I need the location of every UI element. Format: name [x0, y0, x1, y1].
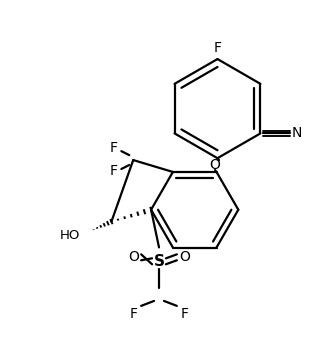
- Text: S: S: [154, 254, 164, 269]
- Text: O: O: [179, 250, 190, 264]
- Text: O: O: [128, 250, 139, 264]
- Text: F: F: [109, 164, 117, 178]
- Text: F: F: [129, 307, 137, 321]
- Text: HO: HO: [59, 229, 80, 242]
- Text: N: N: [292, 126, 302, 140]
- Text: F: F: [213, 41, 221, 55]
- Text: F: F: [181, 307, 189, 321]
- Text: O: O: [210, 158, 220, 172]
- Text: F: F: [109, 141, 117, 155]
